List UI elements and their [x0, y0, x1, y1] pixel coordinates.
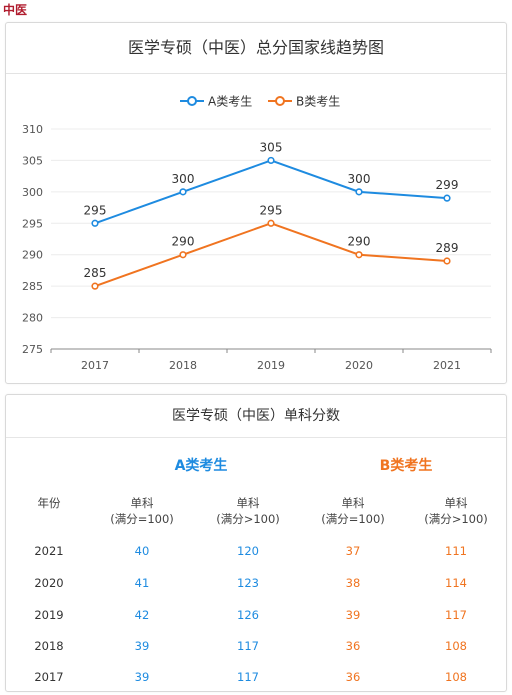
data-point [91, 219, 99, 227]
page-label: 中医 [3, 3, 28, 17]
line-chart: 275 280 285 290 295 300 305 310 2017 2018 2019 2020… [22, 95, 492, 372]
year-cell: 2018 [34, 639, 64, 653]
b-score-over100-cell: 111 [445, 544, 467, 558]
a-col-100-header: 单科 (满分=100) [110, 496, 174, 526]
b-score-100-cell: 39 [345, 608, 361, 622]
data-label: 290 [172, 235, 195, 249]
table-row: 2020 41 123 38 114 [6, 573, 506, 593]
x-tick-label: 2017 [81, 359, 109, 372]
group-header-row: A类考生 B类考生 [6, 455, 506, 475]
a-score-100-cell: 40 [134, 544, 150, 558]
a-score-100-cell: 41 [134, 576, 150, 590]
data-point [267, 156, 275, 165]
b-col-100-header: 单科 (满分=100) [321, 496, 385, 526]
b-score-100-cell: 36 [345, 670, 361, 684]
y-tick-label: 280 [22, 312, 43, 325]
data-label: 305 [260, 140, 283, 154]
legend-label: B类考生 [296, 95, 340, 109]
b-score-over100-cell: 114 [445, 576, 467, 590]
data-label: 300 [348, 172, 371, 186]
table-row: 2021 40 120 37 111 [6, 541, 506, 561]
data-point [355, 251, 363, 259]
a-score-100-cell: 39 [134, 639, 150, 653]
chart-card: 医学专硕（中医）总分国家线趋势图 275 280 285 290 295 300 305 31… [5, 22, 507, 384]
data-point [443, 257, 451, 265]
data-label: 299 [436, 178, 459, 192]
a-score-100-cell: 42 [134, 608, 150, 622]
b-score-100-cell: 37 [345, 544, 361, 558]
chart-title: 医学专硕（中医）总分国家线趋势图 [6, 23, 506, 74]
data-point [443, 194, 451, 202]
b-score-100-cell: 36 [345, 639, 361, 653]
data-label: 295 [84, 203, 107, 217]
a-col-over100-header: 单科 (满分>100) [216, 496, 280, 526]
a-score-over100-cell: 126 [237, 608, 259, 622]
year-cell: 2021 [34, 544, 64, 558]
x-tick-label: 2018 [169, 359, 197, 372]
y-tick-label: 310 [22, 123, 43, 136]
b-col-over100-header: 单科 (满分>100) [424, 496, 488, 526]
a-score-over100-cell: 123 [237, 576, 259, 590]
data-point [267, 219, 275, 227]
data-point [179, 251, 187, 259]
x-tick-label: 2019 [257, 359, 285, 372]
data-label: 295 [260, 203, 283, 217]
data-label: 285 [84, 266, 107, 280]
a-score-over100-cell: 120 [237, 544, 259, 558]
data-point [91, 282, 99, 290]
legend-label: A类考生 [208, 95, 252, 109]
y-tick-label: 285 [22, 280, 43, 293]
b-score-over100-cell: 117 [445, 608, 467, 622]
year-cell: 2017 [34, 670, 64, 684]
table-title: 医学专硕（中医）单科分数 [6, 395, 506, 438]
legend-marker [187, 96, 197, 106]
legend-marker [275, 96, 285, 106]
a-score-over100-cell: 117 [237, 670, 259, 684]
b-score-100-cell: 38 [345, 576, 361, 590]
y-tick-label: 290 [22, 249, 43, 262]
year-cell: 2019 [34, 608, 64, 622]
table-row: 2018 39 117 36 108 [6, 636, 506, 656]
table-row: 2019 42 126 39 117 [6, 605, 506, 625]
data-label: 289 [436, 241, 459, 255]
year-cell: 2020 [34, 576, 64, 590]
data-label: 290 [348, 235, 371, 249]
x-tick-label: 2021 [433, 359, 461, 372]
a-score-100-cell: 39 [134, 670, 150, 684]
table-row: 2017 39 117 36 108 [6, 667, 506, 687]
data-point [355, 188, 363, 196]
data-point [179, 188, 187, 196]
b-score-over100-cell: 108 [445, 670, 467, 684]
x-tick-label: 2020 [345, 359, 373, 372]
data-label: 300 [172, 172, 195, 186]
group-a-label: A类考生 [174, 458, 228, 474]
table-card: 医学专硕（中医）单科分数 A类考生 B类考生 年份 单科 (满分=100) 单科(… [5, 394, 507, 692]
y-tick-label: 275 [22, 343, 43, 356]
y-tick-label: 300 [22, 186, 43, 199]
group-b-label: B类考生 [379, 458, 433, 474]
a-score-over100-cell: 117 [237, 639, 259, 653]
b-score-over100-cell: 108 [445, 639, 467, 653]
y-tick-label: 305 [22, 154, 43, 167]
year-header: 年份 [37, 496, 61, 510]
y-tick-label: 295 [22, 217, 43, 230]
